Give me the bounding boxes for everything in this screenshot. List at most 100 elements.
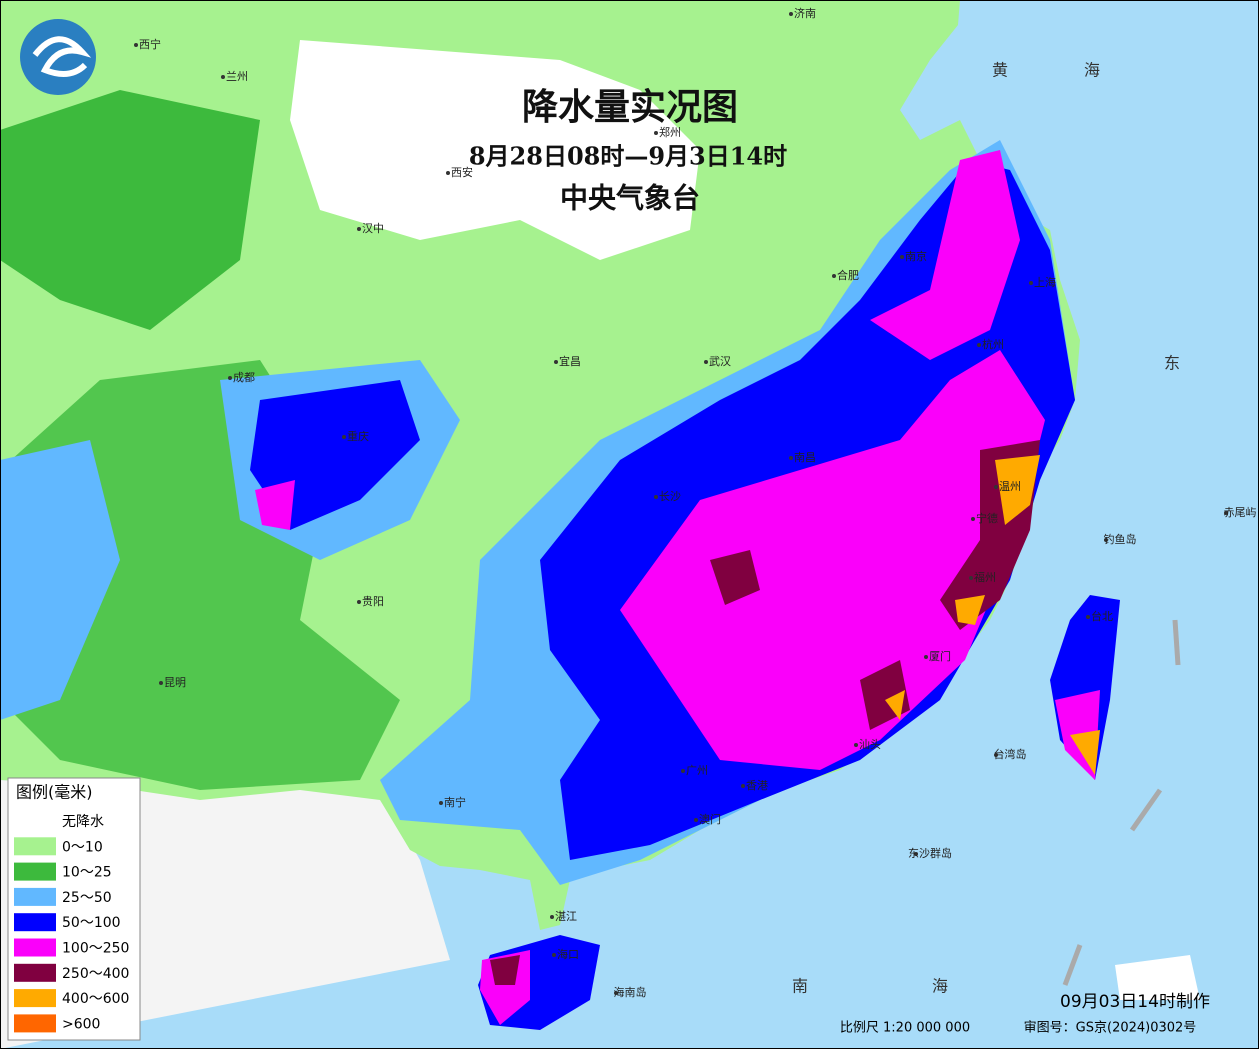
place-label: 钓鱼岛 — [1104, 532, 1137, 546]
legend-swatch — [14, 887, 56, 906]
place-label: 上海 — [1034, 275, 1056, 289]
rain-area — [255, 480, 295, 530]
place-dot — [924, 655, 928, 659]
legend-label: 10～25 — [62, 865, 112, 881]
rain-area — [710, 550, 910, 730]
place-dot — [221, 75, 225, 79]
sea-label: 海 — [1084, 61, 1100, 80]
place-label: 兰州 — [226, 70, 248, 83]
agency: 中央气象台 — [560, 182, 700, 215]
place-label: 南昌 — [794, 451, 816, 464]
legend-swatch — [14, 812, 56, 830]
rain-area — [620, 350, 1045, 770]
foreign-land — [1115, 955, 1200, 1000]
place-dot — [704, 360, 708, 364]
place-label: 成都 — [233, 371, 255, 384]
place-label: 汉中 — [362, 222, 384, 235]
place-label: 贵阳 — [362, 595, 384, 608]
legend-label: 无降水 — [62, 814, 104, 830]
place-label: 长沙 — [659, 490, 681, 503]
place-dot — [854, 743, 858, 747]
place-dot — [969, 576, 973, 580]
place-label: 台湾岛 — [994, 747, 1027, 761]
place-dot — [789, 456, 793, 460]
place-dot — [789, 12, 793, 16]
place-dot — [654, 131, 658, 135]
place-dot — [614, 991, 618, 995]
hainan-rain — [490, 955, 520, 985]
place-dot — [357, 227, 361, 231]
place-label: 广州 — [686, 764, 708, 777]
title: 降水量实况图 — [522, 86, 738, 128]
legend-swatch — [14, 938, 56, 957]
place-dot — [446, 171, 450, 175]
boundary-dash — [1129, 788, 1163, 832]
legend-label: 0～10 — [62, 839, 103, 855]
place-dot — [1224, 511, 1228, 515]
legend-swatch — [14, 963, 56, 982]
place-dot — [342, 435, 346, 439]
legend-label: 100～250 — [62, 941, 129, 957]
place-dot — [900, 255, 904, 259]
place-label: 东沙群岛 — [908, 846, 952, 860]
place-dot — [552, 953, 556, 957]
review-number: 审图号：GS京(2024)0302号 — [1024, 1021, 1197, 1036]
place-dot — [1086, 615, 1090, 619]
place-label: 合肥 — [837, 268, 859, 282]
place-dot — [681, 769, 685, 773]
logo-mark — [32, 36, 92, 77]
place-dot — [439, 801, 443, 805]
boundary-dash — [1062, 944, 1083, 986]
place-label: 赤尾屿 — [1224, 506, 1257, 519]
sea-label: 东 — [1164, 354, 1180, 373]
place-dot — [228, 376, 232, 380]
place-label: 南京 — [905, 249, 927, 263]
place-dot — [977, 343, 981, 347]
place-dot — [971, 517, 975, 521]
place-dot — [1104, 538, 1108, 542]
sea-label: 黄 — [992, 61, 1008, 80]
place-dot — [159, 681, 163, 685]
boundary-dash — [1172, 619, 1181, 666]
legend-label: >600 — [62, 1016, 100, 1032]
legend: 无降水 0～10 10～25 25～50 50～100 100～250 250～400 400… — [14, 812, 129, 1033]
place-label: 济南 — [794, 6, 816, 20]
legend-label: 50～100 — [62, 915, 121, 931]
rain-area — [885, 455, 1040, 720]
place-label: 香港 — [746, 779, 768, 792]
place-dot — [741, 784, 745, 788]
place-dot — [994, 753, 998, 757]
place-label: 福州 — [974, 570, 996, 584]
sea-labels: 黄海东南海 — [792, 61, 1180, 996]
place-dot — [694, 818, 698, 822]
legend-label: 400～600 — [62, 991, 129, 1007]
place-dot — [914, 852, 918, 856]
legend-swatch — [14, 989, 56, 1008]
place-label: 台北 — [1091, 609, 1113, 623]
place-label: 温州 — [999, 480, 1021, 493]
place-label: 郑州 — [659, 125, 681, 139]
place-dot — [994, 485, 998, 489]
place-dot — [1029, 281, 1033, 285]
place-label: 海口 — [557, 947, 579, 961]
no-rain-area — [290, 40, 700, 260]
place-label: 厦门 — [929, 649, 951, 663]
legend-label: 250～400 — [62, 966, 129, 982]
legend-swatch — [14, 837, 56, 856]
place-label: 杭州 — [982, 337, 1004, 351]
scale: 比例尺 1:20 000 000 — [840, 1021, 970, 1036]
place-label: 武汉 — [709, 355, 731, 368]
legend-swatch — [14, 1014, 56, 1033]
place-label: 南宁 — [444, 795, 466, 809]
place-dot — [832, 274, 836, 278]
place-label: 汕头 — [859, 738, 881, 751]
place-label: 澳门 — [699, 812, 721, 826]
legend-swatch — [14, 913, 56, 932]
place-dot — [554, 360, 558, 364]
place-label: 昆明 — [164, 676, 186, 689]
rain-area — [0, 90, 260, 330]
place-dot — [654, 495, 658, 499]
